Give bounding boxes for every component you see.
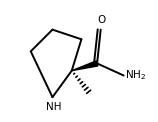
Text: NH$_2$: NH$_2$	[125, 69, 146, 82]
Text: NH: NH	[46, 102, 61, 112]
Polygon shape	[72, 61, 98, 71]
Text: O: O	[98, 15, 106, 25]
